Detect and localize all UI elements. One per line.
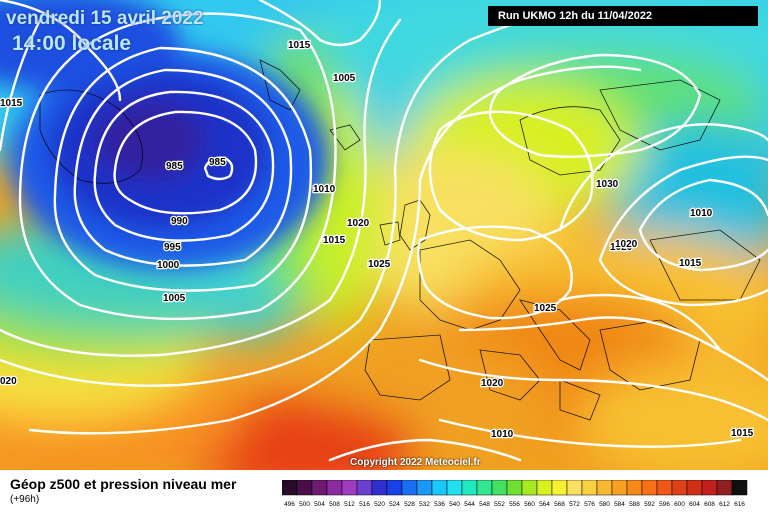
- scale-label: 608: [704, 501, 715, 508]
- scale-label: 572: [569, 501, 580, 508]
- scale-label: 592: [644, 501, 655, 508]
- scale-swatch: [476, 480, 493, 496]
- map-title: Géop z500 et pression niveau mer: [10, 476, 237, 492]
- scale-label: 588: [629, 501, 640, 508]
- scale-swatch: [671, 480, 688, 496]
- scale-label: 612: [719, 501, 730, 508]
- scale-label: 544: [464, 501, 475, 508]
- valid-time: 14:00 locale: [12, 32, 132, 55]
- scale-label: 580: [599, 501, 610, 508]
- scale-label: 576: [584, 501, 595, 508]
- isobar-label: 1015: [323, 235, 346, 246]
- scale-swatch: [506, 480, 523, 496]
- scale-swatch: [296, 480, 313, 496]
- scale-label: 616: [734, 501, 745, 508]
- scale-label: 528: [404, 501, 415, 508]
- scale-label: 508: [329, 501, 340, 508]
- scale-swatch: [731, 480, 748, 496]
- scale-swatch: [581, 480, 598, 496]
- scale-swatch: [641, 480, 658, 496]
- scale-swatch: [701, 480, 718, 496]
- isobar-label: 1015: [288, 40, 311, 51]
- isobars: [0, 0, 768, 462]
- scale-swatch: [311, 480, 328, 496]
- isobar-label: 1030: [596, 179, 619, 190]
- scale-label: 536: [434, 501, 445, 508]
- scale-swatch: [551, 480, 568, 496]
- isobar-label: 1020: [347, 218, 370, 229]
- forecast-range: (+96h): [10, 494, 40, 505]
- run-info: Run UKMO 12h du 11/04/2022: [488, 6, 758, 26]
- scale-swatch: [282, 480, 298, 496]
- scale-label: 556: [509, 501, 520, 508]
- isobar-label: 020: [0, 376, 17, 387]
- scale-label: 516: [359, 501, 370, 508]
- scale-swatch: [416, 480, 433, 496]
- scale-swatch: [326, 480, 343, 496]
- isobar-label: 1020: [610, 242, 633, 253]
- isobar-label: 995: [164, 242, 181, 253]
- scale-swatch: [461, 480, 478, 496]
- scale-label: 600: [674, 501, 685, 508]
- scale-label: 548: [479, 501, 490, 508]
- scale-swatch: [371, 480, 388, 496]
- scale-swatch: [386, 480, 403, 496]
- geopotential-field: [0, 0, 768, 470]
- isobar-label: 1020: [615, 239, 638, 250]
- scale-label: 552: [494, 501, 505, 508]
- isobar-label: 1015: [0, 98, 23, 109]
- isobar-label: 1010: [313, 184, 336, 195]
- copyright: Copyright 2022 Meteociel.fr: [350, 457, 481, 468]
- isobar-label: 1005: [333, 73, 356, 84]
- scale-swatch: [401, 480, 418, 496]
- isobar-label: 990: [171, 216, 188, 227]
- scale-label: 500: [299, 501, 310, 508]
- scale-label: 504: [314, 501, 325, 508]
- scale-swatch: [491, 480, 508, 496]
- isobar-label: 1025: [534, 303, 557, 314]
- scale-swatch: [536, 480, 553, 496]
- isobar-label: 1015: [731, 428, 754, 439]
- scale-swatch: [656, 480, 673, 496]
- isobar-label: 1010: [690, 208, 713, 219]
- scale-label: 584: [614, 501, 625, 508]
- scale-swatch: [566, 480, 583, 496]
- scale-label: 512: [344, 501, 355, 508]
- isobar-label: 1000: [157, 260, 180, 271]
- scale-label: 524: [389, 501, 400, 508]
- isobar-label: 1020: [481, 378, 504, 389]
- scale-label: 520: [374, 501, 385, 508]
- coastlines: [39, 59, 761, 421]
- scale-swatch: [596, 480, 613, 496]
- scale-label: 560: [524, 501, 535, 508]
- isobar-label: 1010: [491, 429, 514, 440]
- isobar-label: 1025: [368, 259, 391, 270]
- scale-swatch: [716, 480, 733, 496]
- scale-label: 568: [554, 501, 565, 508]
- scale-label: 596: [659, 501, 670, 508]
- scale-label: 604: [689, 501, 700, 508]
- scale-label: 564: [539, 501, 550, 508]
- isobar-labels: 1015 1005 1015 985 985 990 995 1000 1005 1010 1015…: [0, 39, 755, 442]
- scale-swatch: [446, 480, 463, 496]
- color-scale: 496 500 504 508 512 516 520 524 528 532 536 540 544 5…: [282, 480, 748, 508]
- isobar-label: 985: [166, 161, 183, 172]
- scale-swatch: [686, 480, 703, 496]
- scale-label: 532: [419, 501, 430, 508]
- isobar-label: 985: [209, 157, 226, 168]
- scale-label: 496: [284, 501, 295, 508]
- scale-swatch: [626, 480, 643, 496]
- isobar-label: 1005: [163, 293, 186, 304]
- valid-date: vendredi 15 avril 2022: [6, 8, 204, 29]
- isobar-label: 1015: [679, 258, 702, 269]
- scale-swatch: [521, 480, 538, 496]
- scale-swatch: [356, 480, 373, 496]
- scale-swatch: [431, 480, 448, 496]
- scale-swatch: [341, 480, 358, 496]
- scale-label: 540: [449, 501, 460, 508]
- scale-swatch: [611, 480, 628, 496]
- pressure-map: 1015 1005 1015 985 985 990 995 1000 1005 1010 1015…: [0, 0, 768, 470]
